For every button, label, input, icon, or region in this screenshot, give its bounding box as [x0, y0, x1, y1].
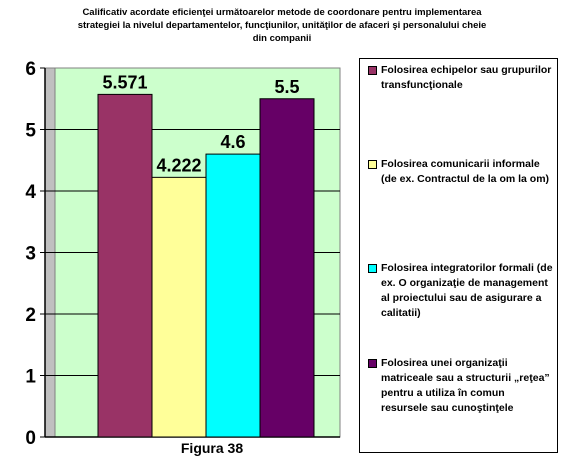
bar-1 [97, 93, 153, 438]
chart-title-line-3: din companii [252, 33, 312, 44]
data-label-4: 5.5 [274, 77, 299, 97]
legend-label-4: Folosirea unei organizaţii matriceale sa… [381, 357, 550, 414]
data-label-1: 5.571 [102, 72, 147, 92]
chart-title: Calificativ acordate eficienţei următoar… [0, 6, 564, 45]
y-tick-label-5: 5 [25, 121, 36, 142]
chart-title-line-1: Calificativ acordate eficienţei următoar… [82, 7, 482, 18]
bar-2 [151, 176, 207, 438]
chart-title-line-2: strategiei la nivelul departamentelor, f… [77, 20, 487, 31]
x-axis-label: Figura 38 [181, 440, 243, 456]
legend-swatch-1 [368, 66, 377, 75]
data-label-2: 4.222 [156, 155, 201, 175]
y-tick-label-3: 3 [25, 244, 36, 265]
bar-3 [205, 153, 261, 438]
legend-label-2: Folosirea comunicarii informale (de ex. … [381, 158, 550, 185]
y-tick-label-4: 4 [25, 182, 36, 203]
y-tick-label-1: 1 [25, 367, 36, 388]
legend-label-1: Folosirea echipelor sau grupurilor trans… [381, 64, 552, 91]
y-tick-label-6: 6 [25, 59, 36, 80]
legend-label-3: Folosirea integratorilor formali (de ex.… [381, 262, 553, 319]
bar-4 [259, 98, 315, 438]
chart-legend: Folosirea echipelor sau grupurilor trans… [359, 58, 558, 453]
legend-swatch-3 [368, 264, 377, 273]
legend-swatch-4 [368, 359, 377, 368]
y-tick-label-2: 2 [25, 305, 36, 326]
legend-swatch-2 [368, 160, 377, 169]
data-label-3: 4.6 [220, 132, 245, 152]
y-tick-label-0: 0 [25, 428, 36, 449]
